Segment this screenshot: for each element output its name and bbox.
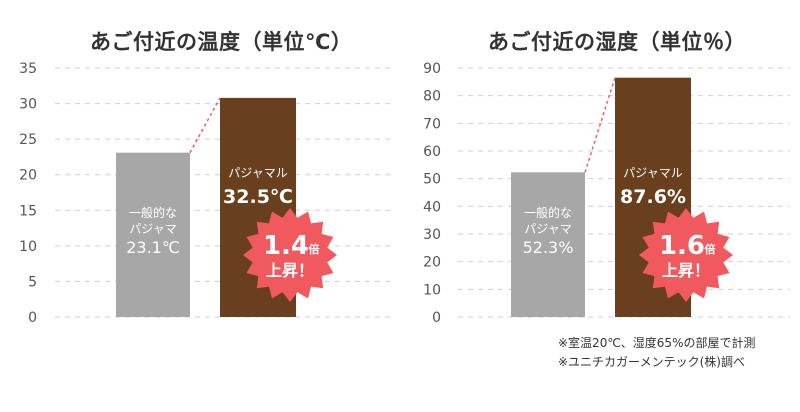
y-tick-label: 0 — [28, 310, 37, 326]
bar-value-label: 87.6% — [620, 186, 686, 208]
bar-label-line: パジャマ — [129, 222, 176, 236]
bar-label-line: パジャマル — [228, 166, 287, 180]
y-tick-label: 0 — [432, 310, 441, 326]
badge-unit: 倍 — [309, 242, 320, 256]
y-tick-label: 10 — [423, 282, 441, 298]
badge-multiplier: 1.4 — [263, 231, 309, 261]
footnote-measurement: ※室温20℃、湿度65%の部屋で計測 — [558, 336, 756, 350]
y-tick-label: 60 — [423, 144, 441, 160]
bar-label-line: パジャマ — [524, 222, 571, 236]
y-tick-label: 15 — [19, 203, 37, 219]
badge-text: 上昇！ — [662, 261, 710, 280]
badge-multiplier: 1.6 — [659, 231, 705, 261]
y-tick-label: 70 — [423, 116, 441, 132]
y-tick-label: 25 — [19, 132, 37, 148]
y-tick-label: 20 — [19, 168, 37, 184]
bar-regular-pajama — [116, 152, 190, 317]
increase-badge — [243, 208, 337, 302]
y-tick-label: 40 — [423, 199, 441, 215]
y-tick-label: 10 — [19, 239, 37, 255]
increase-badge — [639, 208, 733, 302]
connector-line — [189, 97, 221, 154]
bar-value-label: 52.3% — [523, 238, 574, 257]
bar-label-line: 一般的な — [129, 205, 177, 220]
badge-text: 上昇！ — [266, 261, 314, 280]
chart-title-humidity: あご付近の湿度（単位％） — [488, 30, 746, 54]
badge-unit: 倍 — [705, 242, 716, 256]
bar-regular-pajama — [511, 172, 585, 317]
y-tick-label: 90 — [423, 61, 441, 77]
y-tick-label: 5 — [28, 274, 37, 290]
y-tick-label: 50 — [423, 172, 441, 188]
y-tick-label: 35 — [19, 61, 37, 77]
bar-label-line: 一般的な — [524, 205, 572, 220]
bar-value-label: 32.5℃ — [223, 186, 293, 208]
chart-title-temperature: あご付近の温度（単位℃） — [90, 30, 353, 54]
bar-value-label: 23.1℃ — [126, 238, 180, 257]
connector-line — [584, 77, 616, 173]
y-tick-label: 80 — [423, 89, 441, 105]
bar-label-line: パジャマル — [623, 166, 682, 180]
y-tick-label: 30 — [423, 227, 441, 243]
footnote-source: ※ユニチカガーメンテック(株)調べ — [558, 355, 745, 369]
y-tick-label: 20 — [423, 255, 441, 271]
y-tick-label: 30 — [19, 97, 37, 113]
